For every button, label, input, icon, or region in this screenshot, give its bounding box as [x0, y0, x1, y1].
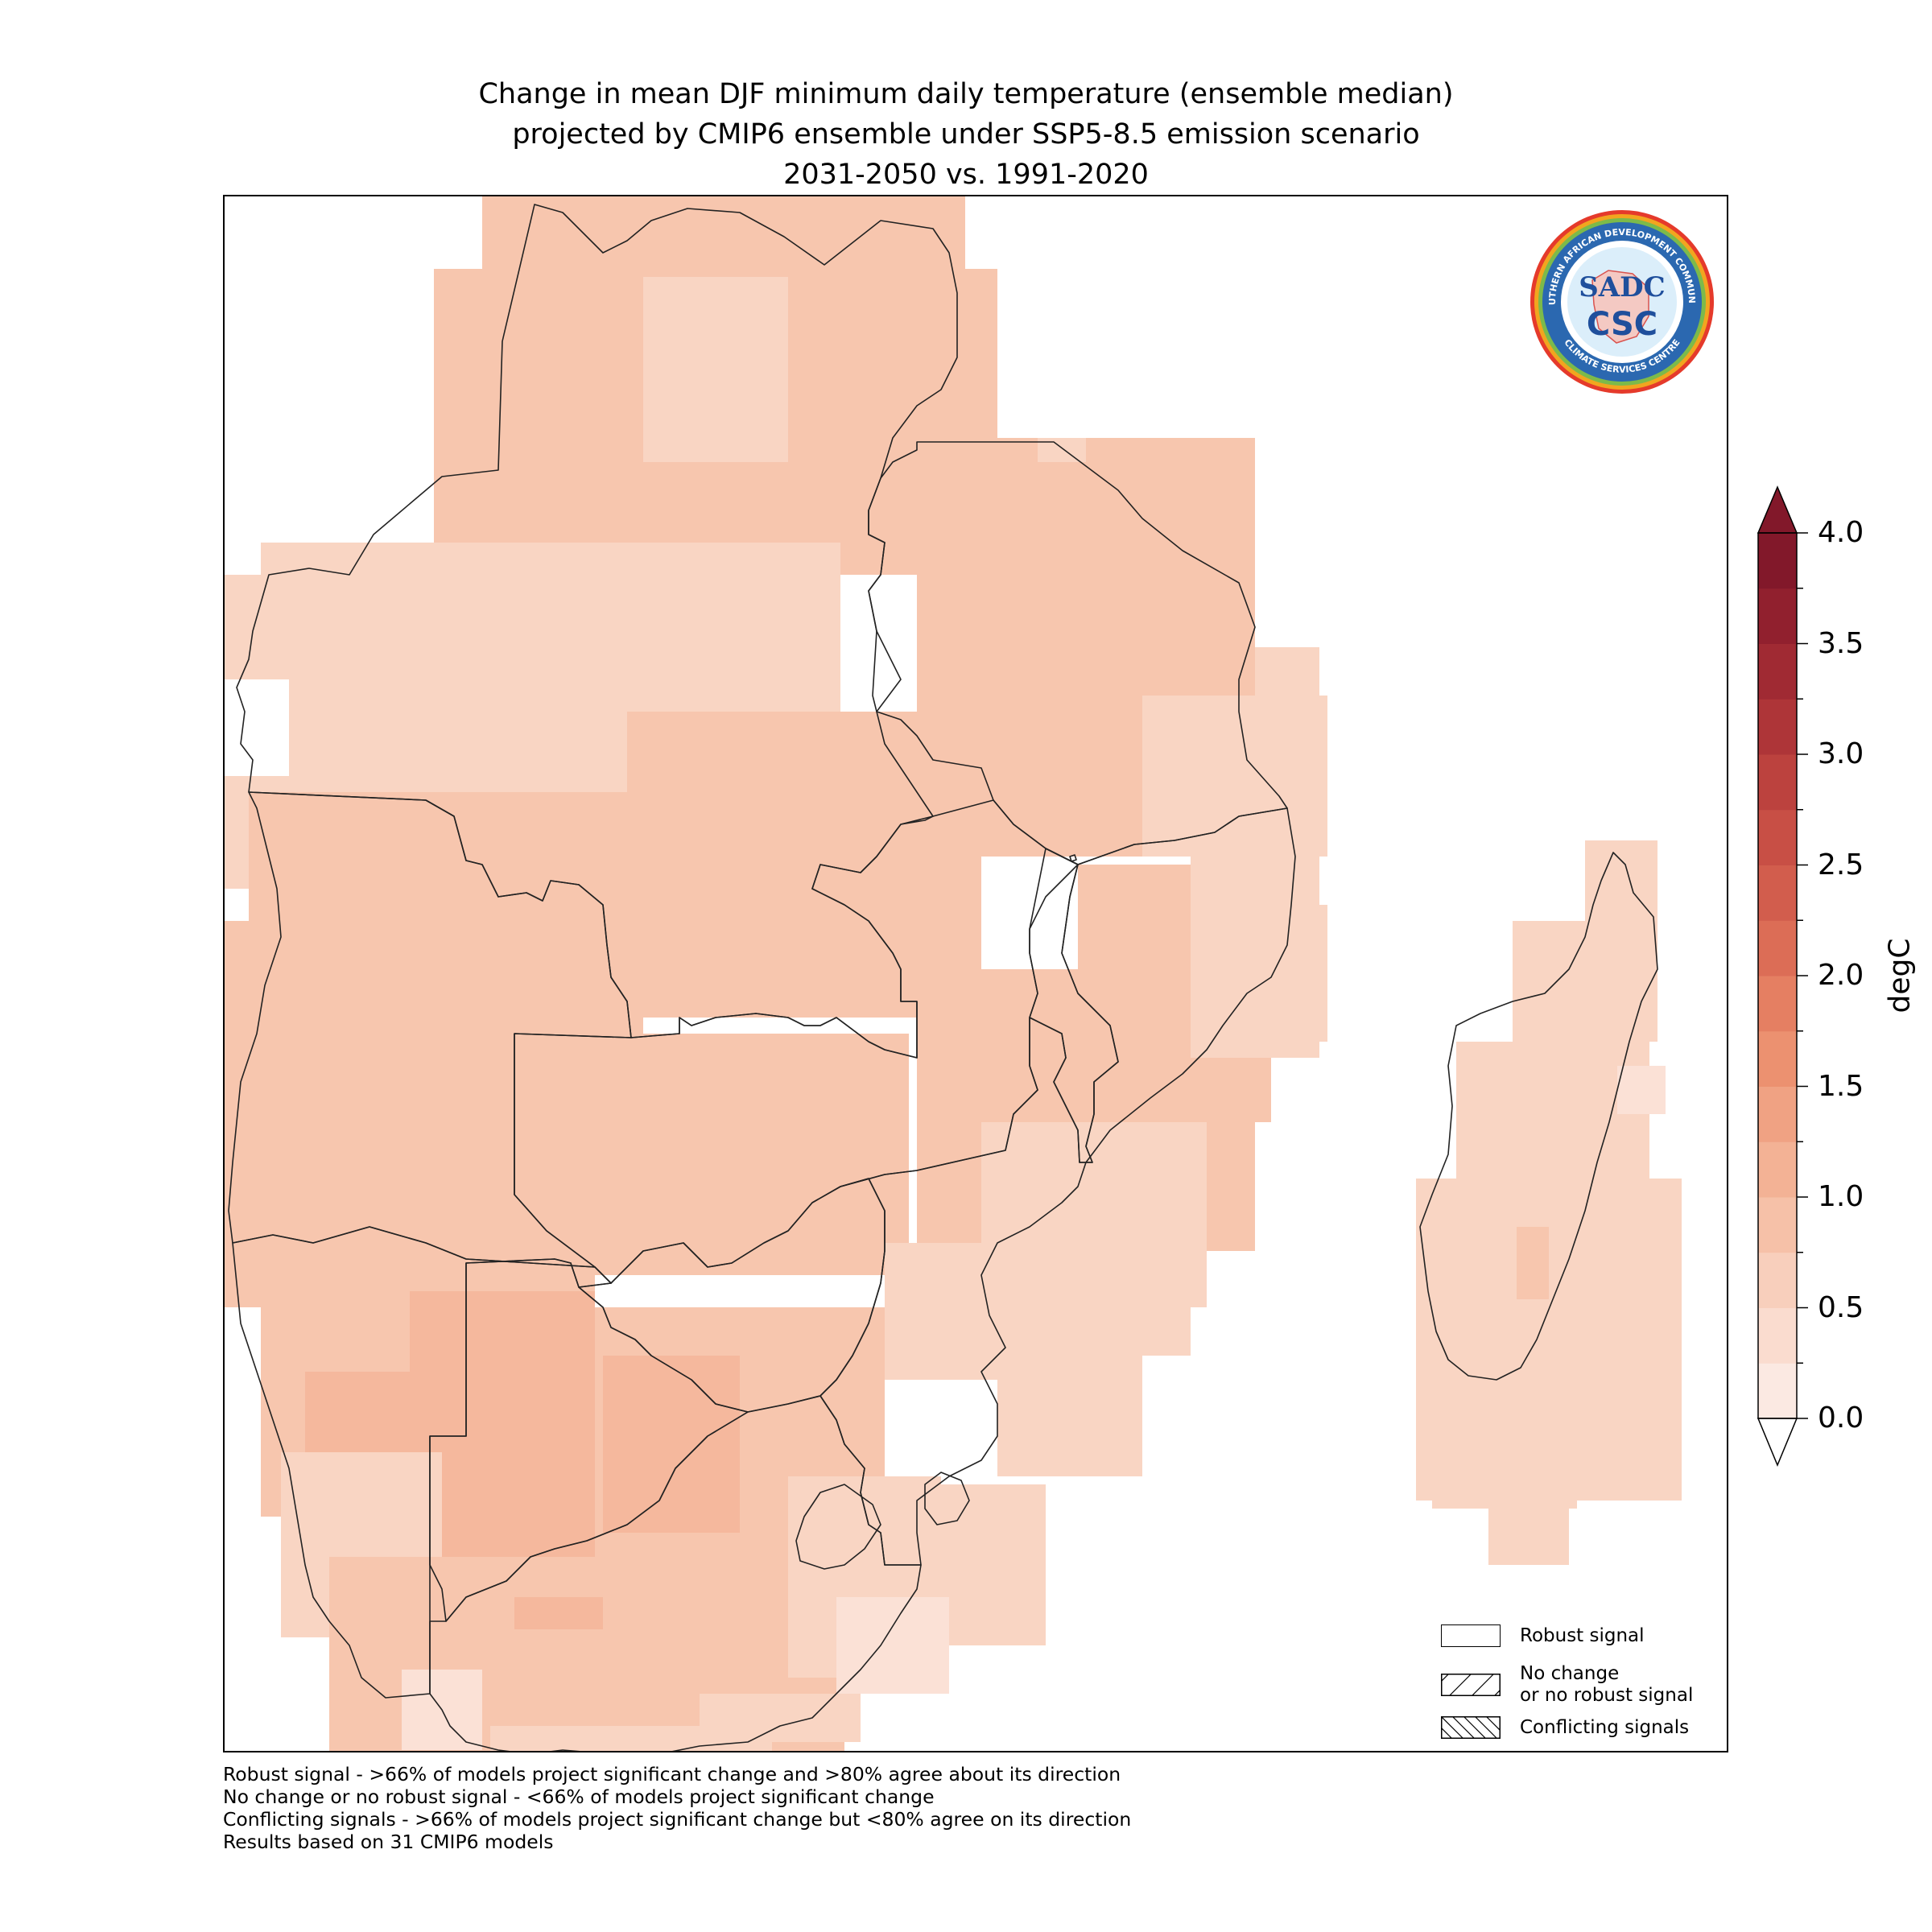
colorbar-tick-label: 3.5	[1818, 626, 1864, 660]
grid-cell	[1255, 647, 1319, 696]
colorbar-segment	[1758, 1197, 1797, 1253]
legend-label-line: Robust signal	[1520, 1624, 1645, 1646]
logo-mark-top: SADC	[1579, 271, 1665, 303]
colorbar-tick-label: 3.0	[1818, 737, 1864, 770]
grid-cell	[1432, 1452, 1577, 1509]
legend-item-no-change: No change or no robust signal	[1441, 1663, 1693, 1707]
grid-cell	[482, 196, 965, 269]
grid-cell	[1142, 696, 1255, 857]
colorbar-segment	[1758, 1307, 1797, 1364]
grid-cell	[514, 1034, 909, 1275]
grid-cell	[700, 1694, 861, 1742]
legend-label-line: No change	[1520, 1663, 1620, 1684]
colorbar-segment	[1758, 699, 1797, 755]
grid-cell	[1513, 921, 1657, 1042]
title-line-1: Change in mean DJF minimum daily tempera…	[478, 78, 1454, 110]
colorbar-segment	[1758, 809, 1797, 865]
colorbar-segment	[1758, 976, 1797, 1032]
footnote-no-change: No change or no robust signal - <66% of …	[223, 1785, 935, 1808]
grid-cell	[225, 679, 289, 776]
title-line-2: projected by CMIP6 ensemble under SSP5-8…	[512, 118, 1420, 151]
colorbar-tick-label: 2.5	[1818, 848, 1864, 881]
grid-cell	[1617, 1066, 1666, 1114]
footnotes: Robust signal - >66% of models project s…	[223, 1763, 1131, 1853]
map-panel	[223, 195, 1728, 1752]
colorbar-segment	[1758, 533, 1797, 589]
grid-cell	[885, 1243, 997, 1380]
colorbar-segment	[1758, 1030, 1797, 1087]
footnote-robust: Robust signal - >66% of models project s…	[223, 1763, 1121, 1785]
colorbar-ticks	[1797, 532, 1808, 1419]
grid-cell	[675, 760, 836, 961]
grid-cell	[1488, 1501, 1569, 1565]
border-south-africa	[429, 1395, 922, 1751]
colorbar-segment	[1758, 1141, 1797, 1198]
colorbar-extend-top	[1757, 485, 1798, 534]
colorbar-segment	[1758, 1363, 1797, 1419]
footnote-models: Results based on 31 CMIP6 models	[223, 1831, 554, 1853]
colorbar-segment	[1758, 920, 1797, 976]
colorbar-segment	[1758, 865, 1797, 921]
colorbar-tick-label: 1.5	[1818, 1069, 1864, 1103]
grid-cell	[1432, 1219, 1460, 1323]
colorbar-segments	[1758, 533, 1797, 1419]
grid-cell	[225, 921, 273, 1243]
legend-label-line: or no robust signal	[1520, 1685, 1694, 1706]
title-line-3: 2031-2050 vs. 1991-2020	[783, 159, 1149, 191]
colorbar-extend-bottom	[1757, 1418, 1798, 1467]
footnote-conflicting: Conflicting signals - >66% of models pro…	[223, 1808, 1132, 1831]
temperature-grid	[225, 196, 1682, 1751]
sadc-csc-logo: SOUTHERN AFRICAN DEVELOPMENT COMMUNITY C…	[1528, 208, 1714, 394]
colorbar-tick-label: 0.0	[1818, 1402, 1864, 1435]
legend-swatch-plain	[1441, 1624, 1501, 1647]
country-borders	[228, 204, 1658, 1751]
colorbar-segment	[1758, 754, 1797, 811]
legend-label-line: Conflicting signals	[1520, 1716, 1690, 1738]
grid-cell	[1517, 1227, 1549, 1299]
colorbar-tick-label: 1.0	[1818, 1180, 1864, 1213]
colorbar-segment	[1758, 1252, 1797, 1308]
colorbar-unit-label: degC	[1883, 938, 1917, 1013]
grid-cell	[337, 543, 539, 607]
colorbar-segment	[1758, 588, 1797, 644]
colorbar-tick-label: 0.5	[1818, 1290, 1864, 1324]
grid-cell	[643, 277, 788, 462]
border-lesotho	[795, 1484, 881, 1570]
grid-cell	[997, 1227, 1142, 1476]
legend-label-no-change: No change or no robust signal	[1520, 1663, 1693, 1707]
colorbar-segment	[1758, 1086, 1797, 1142]
colorbar-tick-label: 2.0	[1818, 959, 1864, 992]
map-canvas	[225, 196, 1682, 1751]
grid-cell	[1142, 1227, 1191, 1356]
legend-swatch-forward-hatch	[1441, 1674, 1501, 1696]
colorbar-segment	[1758, 643, 1797, 700]
legend-item-robust: Robust signal	[1441, 1624, 1645, 1647]
map-title: Change in mean DJF minimum daily tempera…	[0, 74, 1932, 195]
border-eswatini	[924, 1472, 970, 1525]
colorbar	[1757, 485, 1808, 1467]
legend-item-conflicting: Conflicting signals	[1441, 1716, 1689, 1739]
logo-mark-bottom: CSC	[1587, 306, 1657, 343]
border-island-speck	[1069, 854, 1077, 862]
legend-label-conflicting: Conflicting signals	[1520, 1717, 1689, 1739]
border-angola	[228, 791, 632, 1268]
grid-cell	[836, 1597, 949, 1694]
grid-cell	[1440, 1307, 1537, 1468]
border-madagascar	[1419, 852, 1658, 1381]
legend-label-robust: Robust signal	[1520, 1625, 1645, 1647]
legend-swatch-backward-hatch	[1441, 1716, 1501, 1739]
colorbar-tick-label: 4.0	[1818, 516, 1864, 549]
